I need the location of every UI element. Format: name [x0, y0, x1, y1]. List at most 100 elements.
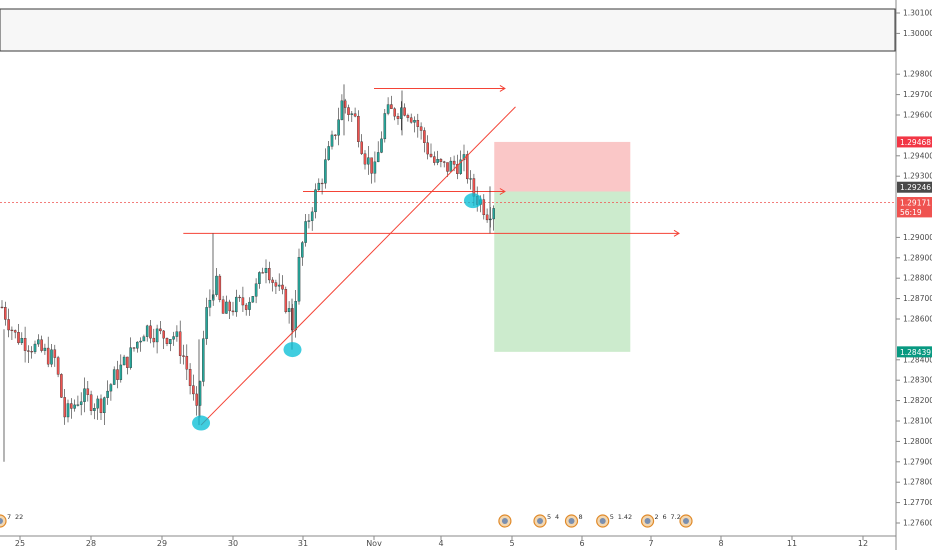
event-label-6-1: 22: [15, 513, 23, 521]
x-tick-label-2: 29: [157, 539, 167, 548]
candle-body-10: [33, 343, 37, 353]
economic-calendar-events[interactable]: 5 4 8 5 1.42 2 6 7.27 22: [0, 513, 693, 528]
horizontal-rays[interactable]: [183, 85, 680, 237]
y-tick-label-3: 1.29700: [903, 90, 932, 99]
y-axis: 1.30100 1.30000 1.29800 1.29700 1.29600 1.294…: [896, 9, 932, 528]
candle-body-148: [489, 218, 492, 221]
event-label-3-1: 1.42: [618, 513, 632, 521]
candle-body-89: [294, 301, 297, 331]
candle-body-141: [466, 154, 469, 180]
candle-body-31: [103, 397, 106, 414]
candle-body-57: [188, 369, 192, 386]
event-flag-inner-1: [537, 518, 543, 524]
candle-body-139: [459, 159, 462, 174]
candle-body-77: [254, 283, 258, 297]
candle-body-50: [165, 338, 169, 345]
candle-body-81: [268, 268, 271, 281]
candle-body-44: [145, 325, 149, 337]
candle-body-41: [136, 341, 139, 349]
candle-body-63: [208, 299, 212, 308]
event-label-4-0: 2: [655, 513, 659, 521]
candle-body-71: [235, 296, 238, 313]
candle-body-78: [258, 272, 261, 284]
x-tick-label-6: 4: [438, 539, 443, 548]
candle-body-121: [400, 107, 403, 119]
candle-body-11: [37, 339, 40, 345]
x-tick-label-7: 5: [509, 539, 514, 548]
y-tick-label-9: 1.28800: [903, 274, 932, 283]
take-profit-zone: [494, 191, 631, 352]
candle-body-110: [363, 153, 367, 165]
price-badge-4: [897, 346, 932, 358]
candle-body-80: [264, 268, 268, 274]
candle-body-84: [277, 284, 281, 287]
candle-body-134: [442, 161, 446, 163]
candle-body-74: [244, 304, 248, 310]
candle-body-6: [20, 338, 24, 344]
trendline-line: [200, 106, 516, 426]
event-flag-inner-3: [599, 518, 606, 524]
highlighted-points: [192, 193, 482, 431]
candle-body-87: [287, 308, 291, 313]
candle-body-29: [96, 398, 99, 409]
y-tick-label-2: 1.29800: [903, 70, 932, 79]
candle-body-142: [469, 178, 472, 180]
event-label-3-0: 5: [610, 513, 614, 521]
candle-body-106: [350, 113, 354, 115]
event-label-4-1: 6: [663, 513, 667, 521]
candle-body-19: [63, 397, 66, 418]
candle-body-102: [337, 119, 340, 136]
candle-body-130: [429, 153, 433, 157]
candle-body-132: [436, 159, 439, 163]
risk-reward-position[interactable]: [494, 141, 631, 352]
candle-body-76: [251, 296, 255, 303]
candle-body-117: [386, 104, 390, 114]
candle-body-109: [360, 141, 363, 154]
candle-body-103: [340, 100, 344, 120]
candle-body-149: [492, 208, 495, 220]
trendline[interactable]: [200, 106, 516, 426]
candle-body-146: [482, 199, 486, 216]
candle-body-25: [83, 388, 86, 402]
candle-body-9: [30, 351, 33, 353]
candle-body-18: [60, 374, 63, 398]
candle-body-33: [109, 384, 113, 392]
candle-body-105: [347, 107, 350, 115]
candle-body-93: [307, 220, 311, 222]
event-flag-inner-5: [683, 518, 689, 524]
candle-body-99: [327, 146, 330, 160]
candle-body-136: [449, 160, 453, 172]
candle-body-135: [446, 162, 449, 172]
candle-body-47: [155, 328, 159, 343]
candle-body-88: [291, 308, 294, 331]
candle-body-108: [357, 115, 360, 142]
candle-body-38: [126, 356, 129, 368]
x-tick-label-9: 7: [648, 539, 653, 548]
candle-body-133: [439, 159, 443, 162]
price-badge-label-1: 1.29246: [900, 183, 931, 192]
candle-body-119: [393, 108, 396, 117]
candle-body-100: [330, 134, 334, 147]
candle-body-138: [456, 164, 459, 174]
candle-body-24: [79, 401, 83, 405]
candle-body-8: [27, 350, 30, 352]
candle-body-111: [367, 157, 370, 165]
candle-body-1: [4, 307, 7, 320]
event-label-1-1: 4: [555, 513, 559, 521]
candle-body-7: [23, 338, 27, 351]
candle-body-75: [248, 301, 251, 310]
candle-body-55: [182, 355, 185, 357]
y-tick-label-6: 1.29300: [903, 172, 932, 181]
candle-body-82: [271, 279, 274, 283]
candle-body-90: [297, 257, 301, 302]
candle-body-51: [169, 339, 172, 345]
candle-body-123: [406, 115, 410, 118]
price-badge-0: [897, 136, 932, 148]
candle-body-137: [452, 160, 456, 165]
candle-body-22: [73, 404, 76, 409]
candle-body-13: [43, 347, 47, 351]
candle-body-124: [409, 117, 413, 123]
